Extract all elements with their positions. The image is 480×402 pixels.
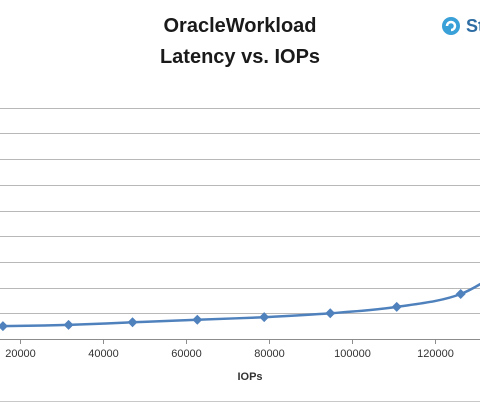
chart-subtitle: Latency vs. IOPs	[159, 46, 321, 68]
x-axis-label: IOPs	[237, 371, 263, 383]
data-point-marker	[127, 317, 138, 328]
data-point-marker	[455, 289, 466, 300]
series-line-1	[0, 282, 480, 328]
data-point-marker	[0, 321, 8, 332]
data-point-marker	[192, 314, 203, 325]
data-point-marker	[325, 308, 336, 319]
x-tick-label: 100000	[334, 348, 371, 360]
data-point-marker	[391, 301, 402, 312]
brand-logo-text: St	[466, 16, 480, 36]
chart-title: OracleWorkload	[163, 15, 317, 37]
data-point-marker	[63, 319, 74, 330]
x-tick-label: 120000	[417, 348, 454, 360]
data-point-marker	[259, 312, 270, 323]
x-tick-label: 20000	[5, 348, 36, 360]
brand-logo-icon	[442, 17, 460, 35]
x-tick-label: 80000	[254, 348, 285, 360]
x-tick-label: 40000	[88, 348, 119, 360]
x-tick-label: 60000	[171, 348, 202, 360]
